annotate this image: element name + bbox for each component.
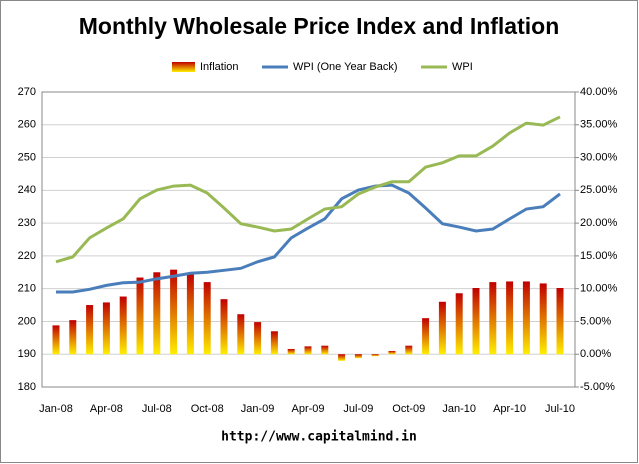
bar [455, 293, 463, 355]
bar [338, 354, 346, 361]
bar [287, 348, 295, 355]
bar [388, 350, 396, 355]
y-tick-label: 270 [18, 86, 36, 98]
bar [52, 325, 60, 355]
y2-tick-label: 35.00% [580, 119, 618, 131]
bar [270, 331, 278, 355]
bar [321, 345, 329, 355]
y2-tick-label: 40.00% [580, 86, 618, 98]
x-tick-label: Jul-10 [545, 403, 575, 415]
bar [186, 273, 194, 355]
y2-tick-label: -5.00% [580, 381, 615, 393]
x-tick-label: Jul-09 [343, 403, 373, 415]
y2-tick-label: 10.00% [580, 283, 618, 295]
bar [405, 345, 413, 355]
x-tick-label: Oct-08 [191, 403, 224, 415]
bar [220, 299, 228, 355]
bar [203, 282, 211, 355]
y2-tick-label: 15.00% [580, 250, 618, 262]
legend-label: WPI (One Year Back) [293, 61, 398, 73]
bar [102, 302, 110, 355]
legend-swatch [172, 62, 195, 72]
y2-tick-label: 25.00% [580, 184, 618, 196]
y2-tick-label: 5.00% [580, 315, 611, 327]
x-tick-label: Jan-10 [442, 403, 476, 415]
y-tick-label: 240 [18, 184, 36, 196]
x-tick-label: Jan-09 [241, 403, 275, 415]
y-tick-label: 210 [18, 283, 36, 295]
y-tick-label: 180 [18, 381, 36, 393]
x-tick-label: Apr-08 [90, 403, 123, 415]
bar [237, 314, 245, 355]
plot-frame [41, 91, 576, 388]
chart-title: Monthly Wholesale Price Index and Inflat… [79, 13, 560, 39]
bar [170, 269, 178, 355]
legend-label: Inflation [200, 61, 239, 73]
bar [422, 318, 430, 355]
bar [556, 288, 564, 355]
x-tick-label: Jul-08 [142, 403, 172, 415]
bar [371, 354, 379, 357]
bar [506, 281, 514, 355]
y-tick-label: 220 [18, 250, 36, 262]
bar [472, 288, 480, 355]
bar [254, 322, 262, 355]
legend-label: WPI [452, 61, 473, 73]
x-tick-label: Oct-09 [392, 403, 425, 415]
bar [438, 301, 446, 355]
y2-tick-label: 20.00% [580, 217, 618, 229]
bar [522, 281, 530, 355]
x-tick-label: Apr-09 [291, 403, 324, 415]
bar [69, 320, 77, 355]
y-tick-label: 230 [18, 217, 36, 229]
bar [354, 354, 362, 359]
y-tick-label: 200 [18, 315, 36, 327]
bar [489, 282, 497, 355]
y2-tick-label: 30.00% [580, 151, 618, 163]
y2-tick-label: 0.00% [580, 348, 611, 360]
bar [136, 277, 144, 355]
y-tick-label: 250 [18, 151, 36, 163]
x-tick-label: Jan-08 [39, 403, 73, 415]
y-tick-label: 260 [18, 119, 36, 131]
bar [86, 305, 94, 355]
bar [153, 272, 161, 355]
bar [119, 296, 127, 355]
y-tick-label: 190 [18, 348, 36, 360]
bar [304, 346, 312, 355]
x-tick-label: Apr-10 [493, 403, 526, 415]
line [56, 183, 561, 294]
line [55, 115, 561, 264]
annotation: http://www.capitalmind.in [221, 430, 417, 445]
bar [539, 283, 547, 355]
